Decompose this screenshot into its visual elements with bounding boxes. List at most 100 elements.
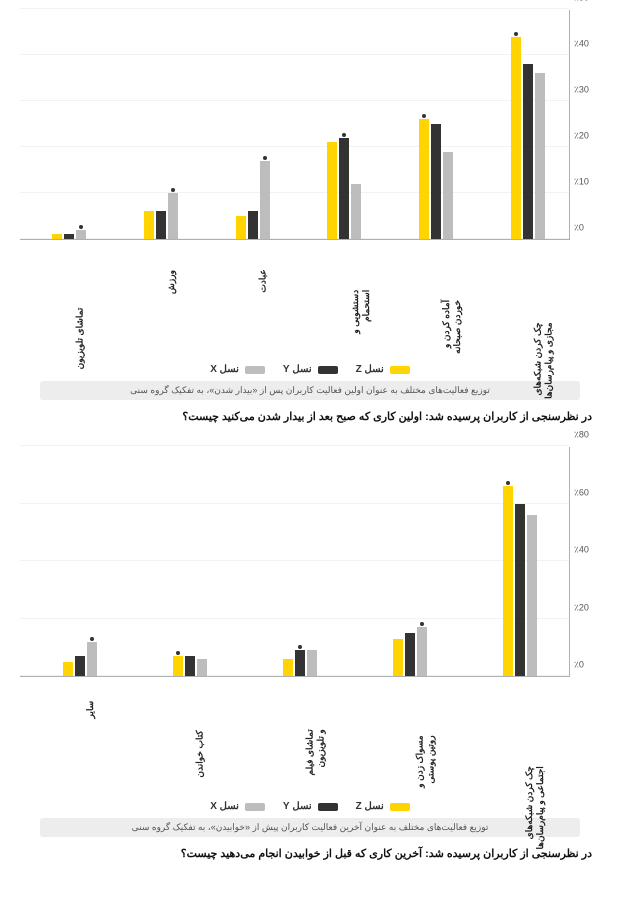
bar-top-dot [506, 481, 510, 485]
bar-group [283, 650, 317, 676]
bar-group [511, 37, 545, 239]
bar [168, 193, 178, 239]
bar [339, 138, 349, 239]
bar-top-dot [420, 622, 424, 626]
legend-label: نسل X [210, 364, 239, 375]
x-tick-label: ورزش [166, 270, 177, 294]
chart2-xlabels: چک کردن شبکه‌های اجتماعی و پیام‌رسان‌هام… [20, 677, 570, 797]
grid-line [20, 146, 569, 147]
chart2-legend: نسل Zنسل Yنسل X [10, 801, 610, 812]
bar-top-dot [263, 156, 267, 160]
bar [405, 633, 415, 676]
bar [144, 211, 154, 239]
bar [515, 504, 525, 677]
legend-swatch [390, 803, 410, 811]
y-tick-label: ٪0 [574, 660, 604, 671]
bar-top-dot [298, 645, 302, 649]
grid-line [20, 8, 569, 9]
legend-item: نسل Z [356, 364, 410, 375]
bar-group [236, 161, 270, 239]
bar-top-dot [176, 651, 180, 655]
bar [156, 211, 166, 239]
chart1-question: در نظرسنجی از کاربران پرسیده شد: اولین ک… [20, 410, 592, 423]
bar [75, 656, 85, 676]
x-tick-label: آماده کردن و خوردن صبحانه [441, 300, 463, 354]
bar [248, 211, 258, 239]
legend-item: نسل X [210, 364, 265, 375]
grid-line [20, 192, 569, 193]
bar-group [144, 193, 178, 239]
grid-line [20, 100, 569, 101]
chart-night: ٪0٪20٪40٪60٪80 چک کردن شبکه‌های اجتماعی … [10, 447, 610, 860]
legend-item: نسل Z [356, 801, 410, 812]
bar-group [393, 627, 427, 676]
y-tick-label: ٪40 [574, 39, 604, 50]
bar [503, 486, 513, 676]
bar [417, 627, 427, 676]
bar [535, 73, 545, 239]
chart1-xlabels: چک کردن شبکه‌های مجازی و پیام‌رسان‌هاآما… [20, 240, 570, 360]
bar-group [63, 642, 97, 677]
legend-label: نسل Z [356, 364, 384, 375]
bar [351, 184, 361, 239]
bar [419, 119, 429, 239]
bar [260, 161, 270, 239]
chart1-legend: نسل Z نسل Y نسل X [10, 364, 610, 375]
y-tick-label: ٪0 [574, 223, 604, 234]
bar [173, 656, 183, 676]
bar-top-dot [79, 225, 83, 229]
y-tick-label: ٪40 [574, 545, 604, 556]
x-tick-label: مسواک زدن و روتین پوستی [415, 735, 437, 787]
x-tick-label: چک کردن شبکه‌های مجازی و پیام‌رسان‌ها [533, 322, 555, 398]
chart1-caption: توزیع فعالیت‌های مختلف به عنوان اولین فع… [40, 381, 580, 400]
bar [197, 659, 207, 676]
legend-swatch [318, 366, 338, 374]
legend-label: نسل Y [283, 364, 312, 375]
bar [283, 659, 293, 676]
x-tick-label: سایر [85, 701, 96, 719]
bar-group [327, 138, 361, 239]
bar [511, 37, 521, 239]
x-tick-label: کتاب خواندن [195, 730, 206, 777]
legend-swatch [318, 803, 338, 811]
bar-top-dot [514, 32, 518, 36]
bar [63, 662, 73, 676]
bar [295, 650, 305, 676]
bar [443, 152, 453, 239]
legend-item: نسل Y [283, 364, 338, 375]
y-tick-label: ٪10 [574, 177, 604, 188]
bar-top-dot [171, 188, 175, 192]
bar [431, 124, 441, 239]
x-tick-label: تماشای تلویزیون [74, 308, 85, 370]
bar [327, 142, 337, 239]
bar [527, 515, 537, 676]
bar-top-dot [342, 133, 346, 137]
grid-line [20, 54, 569, 55]
bar [393, 639, 403, 676]
legend-label: نسل X [210, 801, 239, 812]
bar [236, 216, 246, 239]
legend-swatch [245, 366, 265, 374]
y-tick-label: ٪50 [574, 0, 604, 4]
bar-top-dot [90, 637, 94, 641]
grid-line [20, 618, 569, 619]
bar [307, 650, 317, 676]
bar-group [173, 656, 207, 676]
bar [185, 656, 195, 676]
chart2-plot: ٪0٪20٪40٪60٪80 [20, 447, 570, 677]
chart-morning: ٪0٪10٪20٪30٪40٪50 چک کردن شبکه‌های مجازی… [10, 10, 610, 423]
chart2-question: در نظرسنجی از کاربران پرسیده شد: آخرین ک… [20, 847, 592, 860]
bar [52, 234, 62, 239]
chart2-caption: توزیع فعالیت‌های مختلف به عنوان آخرین فع… [40, 818, 580, 837]
x-tick-label: دستشویی و استحمام [349, 290, 371, 334]
y-tick-label: ٪20 [574, 131, 604, 142]
grid-line [20, 445, 569, 446]
x-tick-label: تماشای فیلم و تلویزیون [305, 729, 327, 775]
bar-group [52, 230, 86, 239]
bar [523, 64, 533, 239]
x-tick-label: چک کردن شبکه‌های اجتماعی و پیام‌رسان‌ها [525, 766, 547, 849]
y-tick-label: ٪80 [574, 430, 604, 441]
legend-swatch [390, 366, 410, 374]
grid-line [20, 560, 569, 561]
legend-label: نسل Z [356, 801, 384, 812]
